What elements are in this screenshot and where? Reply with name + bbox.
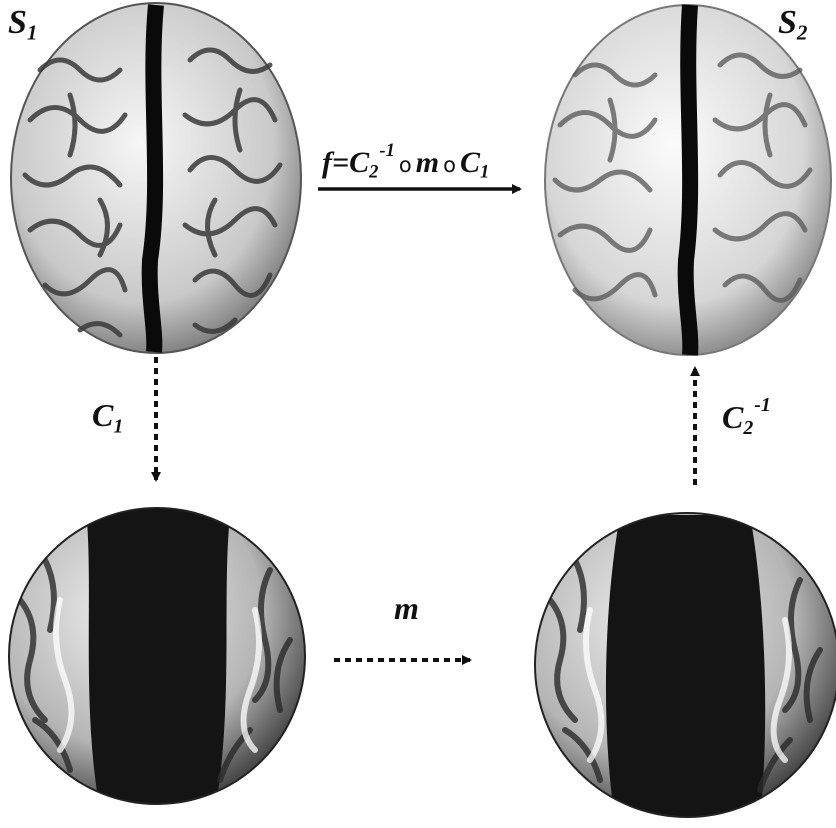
- sphere-m: [534, 512, 836, 818]
- brain-s1: [10, 2, 302, 354]
- label-composition: f=C2-1o m o C1: [322, 140, 490, 183]
- brain-s2: [544, 4, 832, 356]
- label-m: m: [394, 590, 419, 626]
- label-c1: C1: [92, 397, 124, 438]
- sphere-c1: [8, 507, 306, 805]
- label-s1: S1: [8, 4, 38, 45]
- label-c2-inverse: C2-1: [722, 394, 771, 440]
- label-s2: S2: [778, 4, 808, 45]
